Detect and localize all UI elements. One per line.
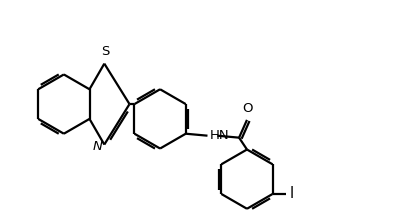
Text: I: I <box>289 186 294 201</box>
Text: HN: HN <box>210 129 229 142</box>
Text: N: N <box>92 140 102 153</box>
Text: S: S <box>101 45 110 58</box>
Text: O: O <box>243 102 253 115</box>
